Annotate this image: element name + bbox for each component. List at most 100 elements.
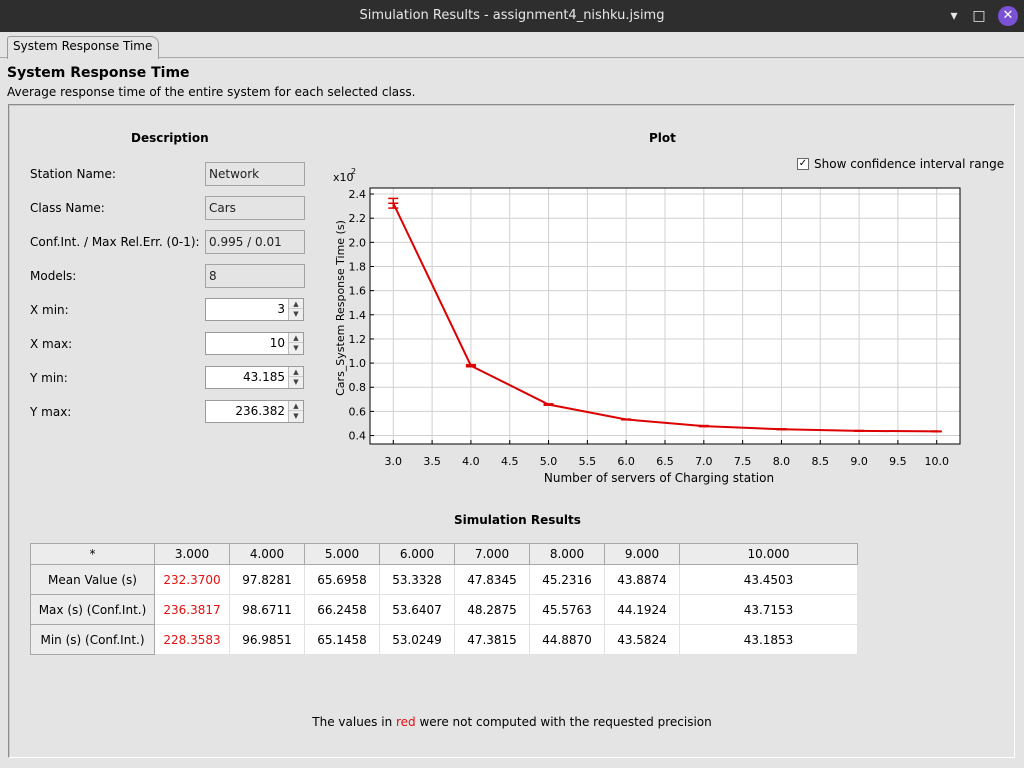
spinner-down-icon[interactable]: ▼ (293, 412, 299, 420)
results-table: * 3.000 4.000 5.000 6.000 7.000 8.000 9.… (30, 543, 858, 655)
table-cell: 48.2875 (454, 594, 530, 625)
x-min-spinner[interactable]: 3 ▲ ▼ (205, 298, 304, 321)
x-tick-label: 3.0 (385, 455, 403, 468)
maximize-button[interactable]: □ (972, 8, 986, 24)
table-cell: 65.1458 (304, 624, 380, 655)
section-subtitle: Average response time of the entire syst… (7, 85, 416, 99)
y-max-value: 236.382 (235, 404, 285, 418)
close-button[interactable]: ✕ (998, 6, 1018, 26)
y-min-value: 43.185 (243, 370, 285, 384)
y-multiplier-exponent: 2 (351, 167, 356, 176)
column-header[interactable]: 3.000 (154, 543, 230, 565)
table-cell: 236.3817 (154, 594, 230, 625)
table-cell: 47.3815 (454, 624, 530, 655)
conf-int-label: Conf.Int. / Max Rel.Err. (0-1): (30, 235, 200, 249)
table-row: Max (s) (Conf.Int.) 236.3817 98.6711 66.… (30, 594, 858, 625)
column-header[interactable]: 8.000 (529, 543, 605, 565)
x-tick-label: 4.5 (501, 455, 519, 468)
window-title-bar: Simulation Results - assignment4_nishku.… (0, 0, 1024, 32)
y-tick-label: 0.4 (349, 430, 367, 443)
description-heading: Description (131, 131, 209, 145)
table-cell: 43.7153 (679, 594, 858, 625)
results-panel (8, 104, 1015, 758)
x-tick-label: 10.0 (924, 455, 949, 468)
spinner-up-icon[interactable]: ▲ (289, 333, 303, 343)
y-max-arrows: ▲ ▼ (288, 401, 303, 422)
y-tick-label: 1.8 (349, 260, 367, 273)
column-header[interactable]: 10.000 (679, 543, 858, 565)
table-cell: 53.6407 (379, 594, 455, 625)
x-tick-label: 8.0 (773, 455, 791, 468)
section-title: System Response Time (7, 65, 190, 81)
row-header: Mean Value (s) (30, 564, 155, 595)
x-max-label: X max: (30, 337, 73, 351)
class-name-label: Class Name: (30, 201, 105, 215)
table-cell: 97.8281 (229, 564, 305, 595)
y-tick-label: 2.4 (349, 188, 367, 201)
spinner-up-icon[interactable]: ▲ (289, 367, 303, 377)
column-header[interactable]: 9.000 (604, 543, 680, 565)
corner-header: * (30, 543, 155, 565)
y-tick-label: 1.4 (349, 309, 367, 322)
table-cell: 47.8345 (454, 564, 530, 595)
x-axis-label: Number of servers of Charging station (544, 471, 774, 485)
x-tick-label: 6.5 (656, 455, 674, 468)
x-max-spinner[interactable]: 10 ▲ ▼ (205, 332, 304, 355)
minimize-button[interactable]: ▾ (950, 8, 958, 24)
tab-strip: System Response Time (0, 32, 1024, 59)
column-header[interactable]: 5.000 (304, 543, 380, 565)
table-row: Min (s) (Conf.Int.) 228.3583 96.9851 65.… (30, 624, 858, 655)
y-tick-label: 1.2 (349, 333, 367, 346)
table-cell: 96.9851 (229, 624, 305, 655)
spinner-up-icon[interactable]: ▲ (289, 299, 303, 309)
column-header[interactable]: 7.000 (454, 543, 530, 565)
row-header: Max (s) (Conf.Int.) (30, 594, 155, 625)
x-tick-label: 5.5 (579, 455, 597, 468)
column-header[interactable]: 6.000 (379, 543, 455, 565)
table-cell: 45.5763 (529, 594, 605, 625)
y-min-arrows: ▲ ▼ (288, 367, 303, 388)
x-tick-label: 9.5 (889, 455, 907, 468)
y-tick-label: 0.8 (349, 381, 367, 394)
station-name-label: Station Name: (30, 167, 116, 181)
table-cell: 45.2316 (529, 564, 605, 595)
plot-frame (369, 187, 961, 445)
note-text-red: red (396, 715, 416, 729)
table-cell: 228.3583 (154, 624, 230, 655)
table-cell: 43.1853 (679, 624, 858, 655)
x-tick-label: 8.5 (812, 455, 830, 468)
x-max-arrows: ▲ ▼ (288, 333, 303, 354)
table-cell: 66.2458 (304, 594, 380, 625)
checkmark-icon: ✓ (798, 158, 808, 169)
y-tick-label: 2.0 (349, 236, 367, 249)
table-cell: 43.4503 (679, 564, 858, 595)
y-min-spinner[interactable]: 43.185 ▲ ▼ (205, 366, 304, 389)
column-header[interactable]: 4.000 (229, 543, 305, 565)
show-ci-label[interactable]: Show confidence interval range (814, 157, 1005, 171)
x-max-value: 10 (269, 336, 285, 350)
table-header-row: * 3.000 4.000 5.000 6.000 7.000 8.000 9.… (30, 543, 858, 565)
show-ci-checkbox[interactable]: ✓ (797, 158, 809, 170)
table-cell: 44.1924 (604, 594, 680, 625)
table-cell: 65.6958 (304, 564, 380, 595)
spinner-down-icon[interactable]: ▼ (293, 378, 299, 386)
y-tick-label: 1.6 (349, 285, 367, 298)
x-tick-label: 3.5 (423, 455, 441, 468)
spinner-down-icon[interactable]: ▼ (293, 310, 299, 318)
x-min-value: 3 (277, 302, 285, 316)
conf-int-field: 0.995 / 0.01 (205, 230, 305, 254)
y-tick-label: 0.6 (349, 405, 367, 418)
spinner-down-icon[interactable]: ▼ (293, 344, 299, 352)
y-tick-label: 1.0 (349, 357, 367, 370)
x-tick-label: 5.0 (540, 455, 558, 468)
spinner-up-icon[interactable]: ▲ (289, 401, 303, 411)
models-field: 8 (205, 264, 305, 288)
table-cell: 53.0249 (379, 624, 455, 655)
x-tick-label: 9.0 (850, 455, 868, 468)
x-min-arrows: ▲ ▼ (288, 299, 303, 320)
y-axis-label: Cars_System Response Time (s) (334, 220, 347, 396)
y-max-label: Y max: (30, 405, 72, 419)
y-max-spinner[interactable]: 236.382 ▲ ▼ (205, 400, 304, 423)
tab-system-response-time[interactable]: System Response Time (7, 36, 160, 59)
x-min-label: X min: (30, 303, 69, 317)
